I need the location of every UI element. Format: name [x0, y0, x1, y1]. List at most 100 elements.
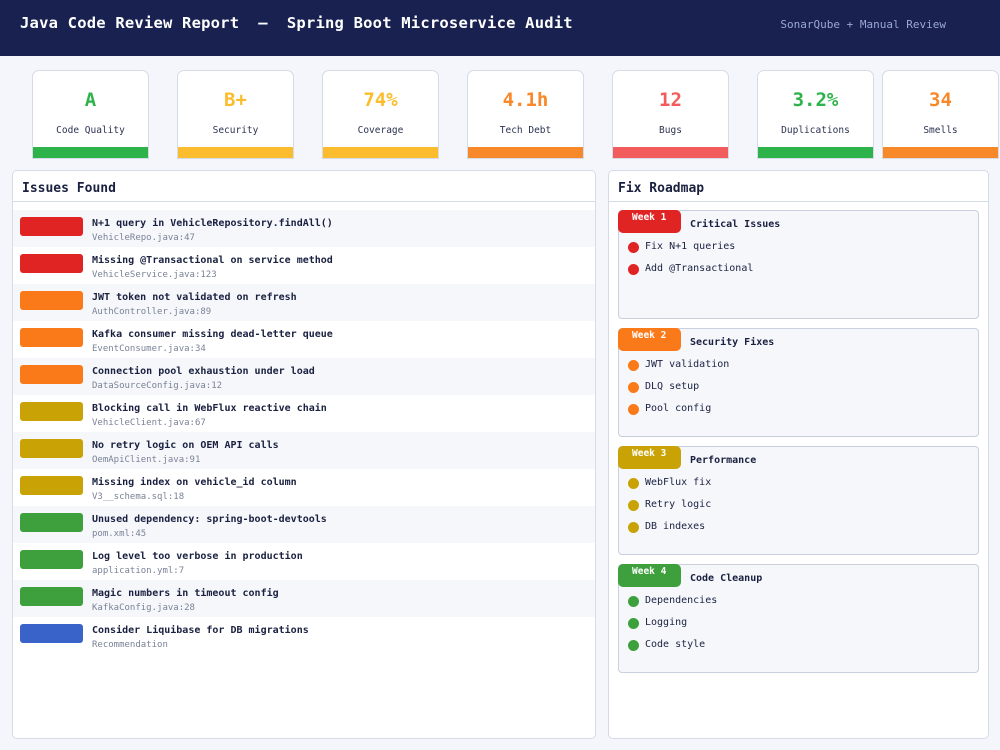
- metric-status-bar: [613, 147, 728, 158]
- severity-badge: [20, 291, 83, 310]
- issue-title: Magic numbers in timeout config: [92, 588, 279, 599]
- metric-card[interactable]: 74% Coverage: [322, 70, 439, 159]
- issue-title: Missing @Transactional on service method: [92, 255, 333, 266]
- week-badge: Week 3: [618, 446, 681, 469]
- issue-title: Kafka consumer missing dead-letter queue: [92, 329, 333, 340]
- metric-card[interactable]: 4.1h Tech Debt: [467, 70, 584, 159]
- issue-title: Connection pool exhaustion under load: [92, 366, 315, 377]
- issue-location: VehicleService.java:123: [92, 270, 217, 280]
- status-dot-icon: [628, 242, 639, 253]
- issue-row[interactable]: Log level too verbose in production appli…: [13, 543, 595, 580]
- report-header: Java Code Review Report — Spring Boot Mi…: [0, 0, 1000, 56]
- metric-value: B+: [224, 89, 247, 111]
- roadmap-week-card: Week 4 Code Cleanup Dependencies Logging Cod…: [618, 564, 979, 673]
- task-label: Retry logic: [645, 499, 712, 510]
- status-dot-icon: [628, 640, 639, 651]
- metric-card[interactable]: 34 Smells: [882, 70, 999, 159]
- metric-status-bar: [883, 147, 998, 158]
- metric-value: A: [84, 89, 97, 111]
- task-label: DB indexes: [645, 521, 706, 532]
- issue-title: Missing index on vehicle_id column: [92, 477, 297, 488]
- severity-badge: [20, 439, 83, 458]
- issues-panel-title: Issues Found: [22, 181, 116, 196]
- severity-badge: [20, 550, 83, 569]
- roadmap-week-card: Week 1 Critical Issues Fix N+1 queries Add …: [618, 210, 979, 319]
- roadmap-panel-title: Fix Roadmap: [618, 181, 705, 196]
- status-dot-icon: [628, 382, 639, 393]
- week-title: Performance: [690, 455, 757, 466]
- issue-location: VehicleClient.java:67: [92, 418, 206, 428]
- severity-badge: [20, 328, 83, 347]
- issue-row[interactable]: Consider Liquibase for DB migrations Reco…: [13, 617, 595, 654]
- roadmap-week-card: Week 2 Security Fixes JWT validation DLQ se…: [618, 328, 979, 437]
- task-label: Dependencies: [645, 595, 718, 606]
- task-label: Code style: [645, 639, 706, 650]
- issue-row[interactable]: Magic numbers in timeout config KafkaConf…: [13, 580, 595, 617]
- metric-value: 3.2%: [792, 89, 839, 111]
- issue-row[interactable]: Blocking call in WebFlux reactive chain V…: [13, 395, 595, 432]
- issue-location: AuthController.java:89: [92, 307, 212, 317]
- report-subtitle: SonarQube + Manual Review: [780, 18, 946, 31]
- task-label: Logging: [645, 617, 688, 628]
- issue-row[interactable]: JWT token not validated on refresh AuthCo…: [13, 284, 595, 321]
- severity-badge: [20, 217, 83, 236]
- issue-location: OemApiClient.java:91: [92, 455, 201, 465]
- severity-badge: [20, 513, 83, 532]
- week-badge: Week 4: [618, 564, 681, 587]
- issue-title: Consider Liquibase for DB migrations: [92, 625, 309, 636]
- metric-value: 4.1h: [502, 89, 549, 111]
- issue-title: JWT token not validated on refresh: [92, 292, 297, 303]
- task-label: JWT validation: [645, 359, 730, 370]
- issue-location: VehicleRepo.java:47: [92, 233, 195, 243]
- metric-status-bar: [323, 147, 438, 158]
- task-label: Add @Transactional: [645, 263, 754, 274]
- metric-status-bar: [178, 147, 293, 158]
- metric-label: Duplications: [781, 125, 850, 136]
- issue-row[interactable]: Kafka consumer missing dead-letter queue…: [13, 321, 595, 358]
- metric-label: Bugs: [659, 125, 682, 136]
- severity-badge: [20, 365, 83, 384]
- status-dot-icon: [628, 478, 639, 489]
- metric-value: 74%: [363, 89, 398, 111]
- metric-status-bar: [468, 147, 583, 158]
- week-title: Code Cleanup: [690, 573, 763, 584]
- severity-badge: [20, 587, 83, 606]
- task-label: WebFlux fix: [645, 477, 712, 488]
- status-dot-icon: [628, 522, 639, 533]
- metric-card[interactable]: B+ Security: [177, 70, 294, 159]
- metric-label: Coverage: [357, 125, 404, 136]
- metric-card[interactable]: A Code Quality: [32, 70, 149, 159]
- issue-location: EventConsumer.java:34: [92, 344, 206, 354]
- issue-location: application.yml:7: [92, 566, 185, 576]
- issue-title: No retry logic on OEM API calls: [92, 440, 279, 451]
- status-dot-icon: [628, 618, 639, 629]
- issue-title: N+1 query in VehicleRepository.findAll(): [92, 218, 333, 229]
- severity-badge: [20, 402, 83, 421]
- issue-row[interactable]: Missing @Transactional on service method…: [13, 247, 595, 284]
- metric-label: Code Quality: [56, 125, 125, 136]
- issue-title: Log level too verbose in production: [92, 551, 303, 562]
- severity-badge: [20, 254, 83, 273]
- issue-row[interactable]: Unused dependency: spring-boot-devtools p…: [13, 506, 595, 543]
- issues-panel: Issues Found N+1 query in VehicleReposit…: [12, 170, 596, 739]
- week-badge: Week 1: [618, 210, 681, 233]
- metric-value: 34: [929, 89, 952, 111]
- issue-row[interactable]: N+1 query in VehicleRepository.findAll()…: [13, 210, 595, 247]
- issue-row[interactable]: No retry logic on OEM API calls OemApiCli…: [13, 432, 595, 469]
- issue-location: Recommendation: [92, 640, 168, 650]
- metric-card[interactable]: 12 Bugs: [612, 70, 729, 159]
- week-badge: Week 2: [618, 328, 681, 351]
- divider: [609, 201, 988, 202]
- issue-location: KafkaConfig.java:28: [92, 603, 195, 613]
- issue-title: Unused dependency: spring-boot-devtools: [92, 514, 327, 525]
- issue-row[interactable]: Missing index on vehicle_id column V3__sc…: [13, 469, 595, 506]
- status-dot-icon: [628, 404, 639, 415]
- task-label: Fix N+1 queries: [645, 241, 736, 252]
- issue-row[interactable]: Connection pool exhaustion under load Dat…: [13, 358, 595, 395]
- roadmap-week-card: Week 3 Performance WebFlux fix Retry logic D…: [618, 446, 979, 555]
- metric-label: Tech Debt: [499, 125, 552, 136]
- task-label: DLQ setup: [645, 381, 700, 392]
- issue-location: pom.xml:45: [92, 529, 147, 539]
- week-title: Critical Issues: [690, 219, 781, 230]
- metric-card[interactable]: 3.2% Duplications: [757, 70, 874, 159]
